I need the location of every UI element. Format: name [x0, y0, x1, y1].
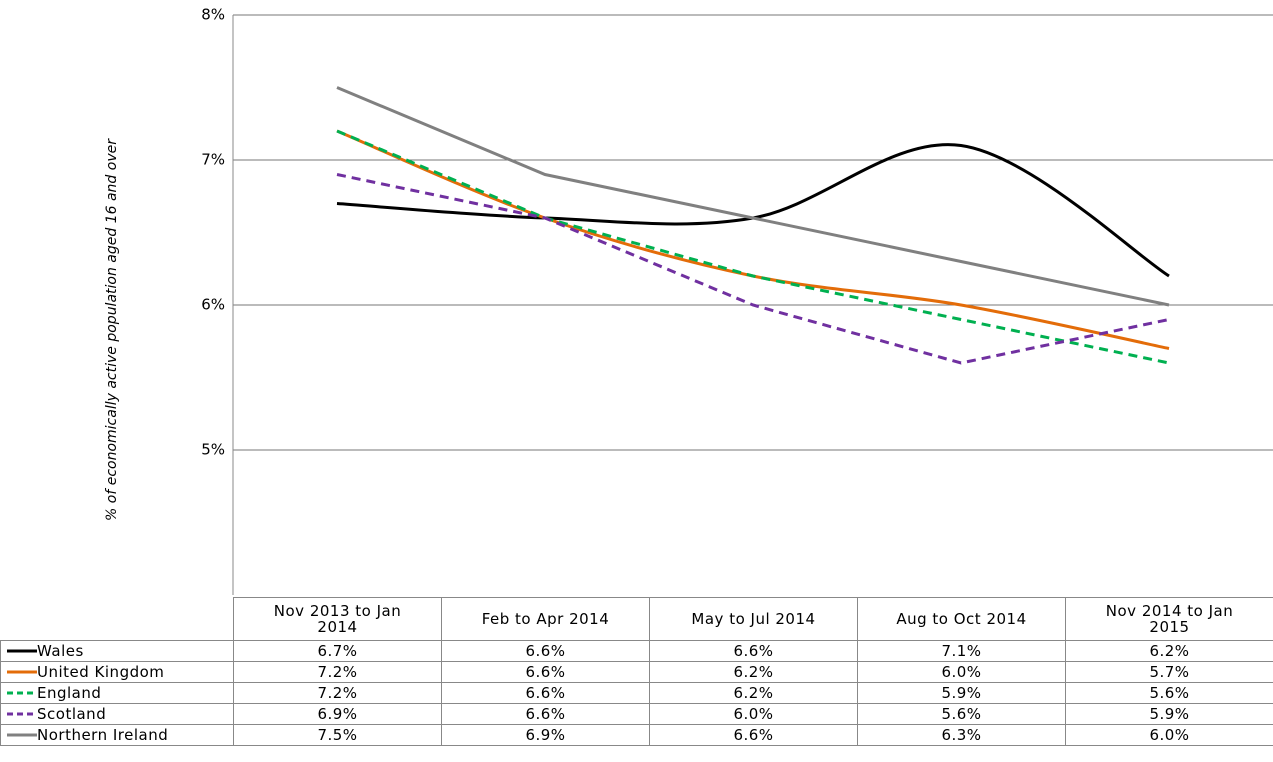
table-value: 5.9% [857, 682, 1066, 704]
series-line [336, 129, 1170, 365]
legend-entry: Wales [0, 640, 234, 662]
table-value: 6.0% [1065, 724, 1273, 746]
y-tick-label: 6% [201, 296, 225, 314]
table-value: 7.2% [233, 682, 442, 704]
y-tick-label: 7% [201, 151, 225, 169]
series-line [336, 86, 1170, 307]
table-value: 6.2% [649, 661, 858, 683]
table-value: 6.6% [441, 640, 650, 662]
table-value: 5.6% [857, 703, 1066, 725]
legend-swatch [7, 670, 37, 674]
legend-swatch [7, 691, 37, 695]
table-value: 6.6% [649, 640, 858, 662]
series-line [336, 143, 1170, 278]
series-line [336, 173, 1170, 365]
table-value: 6.6% [441, 682, 650, 704]
table-value: 5.6% [1065, 682, 1273, 704]
series-line [336, 129, 1170, 350]
legend-swatch [7, 712, 37, 716]
table-value: 7.1% [857, 640, 1066, 662]
table-value: 6.6% [441, 703, 650, 725]
legend-label: United Kingdom [37, 663, 165, 681]
legend-label: England [37, 684, 102, 702]
x-tick-label: Aug to Oct 2014 [857, 597, 1066, 641]
table-value: 6.6% [649, 724, 858, 746]
y-axis-label: % of economically active population aged… [104, 138, 120, 521]
legend-label: Wales [37, 642, 84, 660]
table-value: 7.5% [233, 724, 442, 746]
legend-entry: Scotland [0, 703, 234, 725]
legend-swatch [7, 733, 37, 737]
legend-entry: United Kingdom [0, 661, 234, 683]
table-value: 6.7% [233, 640, 442, 662]
legend-label: Northern Ireland [37, 726, 169, 744]
legend-entry: Northern Ireland [0, 724, 234, 746]
table-value: 6.9% [441, 724, 650, 746]
legend-label: Scotland [37, 705, 107, 723]
table-value: 6.0% [649, 703, 858, 725]
y-tick-label: 8% [201, 6, 225, 24]
table-value: 6.2% [649, 682, 858, 704]
table-value: 7.2% [233, 661, 442, 683]
table-value: 6.0% [857, 661, 1066, 683]
x-tick-label: May to Jul 2014 [649, 597, 858, 641]
table-value: 6.3% [857, 724, 1066, 746]
table-value: 5.9% [1065, 703, 1273, 725]
table-value: 6.9% [233, 703, 442, 725]
table-value: 5.7% [1065, 661, 1273, 683]
legend-swatch [7, 649, 37, 653]
y-tick-label: 5% [201, 441, 225, 459]
table-value: 6.6% [441, 661, 650, 683]
x-tick-label: Nov 2013 to Jan 2014 [233, 597, 442, 641]
legend-entry: England [0, 682, 234, 704]
x-tick-label: Feb to Apr 2014 [441, 597, 650, 641]
x-tick-label: Nov 2014 to Jan 2015 [1065, 597, 1273, 641]
table-value: 6.2% [1065, 640, 1273, 662]
